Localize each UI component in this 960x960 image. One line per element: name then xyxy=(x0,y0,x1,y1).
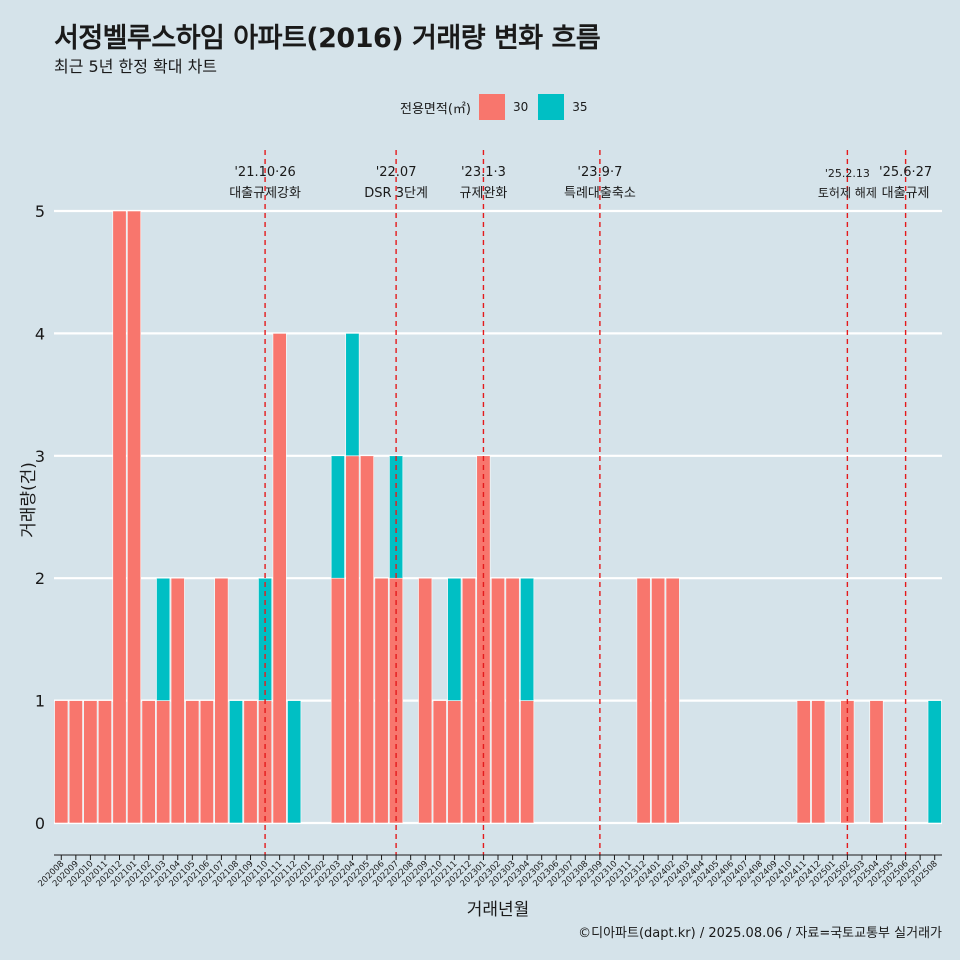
y-tick-label: 1 xyxy=(35,692,45,711)
bar-30-202008 xyxy=(54,700,69,824)
chart-title: 서정벨루스하임 아파트(2016) 거래량 변화 흐름 xyxy=(54,23,601,54)
event-label: 특례대출축소 xyxy=(564,186,636,201)
event-label: 토허제 해제 xyxy=(818,186,877,200)
y-tick-label: 0 xyxy=(35,814,45,833)
bar-30-202402 xyxy=(665,577,680,824)
bar-30-202009 xyxy=(68,700,83,824)
event-date: '21.10·26 xyxy=(234,165,295,180)
legend-swatch-35 xyxy=(538,94,565,120)
legend: 전용면적(㎡) 30 35 xyxy=(400,93,598,121)
bars xyxy=(54,210,942,824)
source-caption: ©디아파트(dapt.kr) / 2025.08.06 / 자료=국토교통부 실… xyxy=(578,926,942,941)
y-tick-label: 4 xyxy=(35,324,45,343)
legend-item-35: 35 xyxy=(538,94,588,120)
chart-subtitle: 최근 5년 한정 확대 차트 xyxy=(54,57,218,76)
bar-30-202105 xyxy=(185,700,200,824)
bar-30-202504 xyxy=(869,700,884,824)
event-label: 규제완화 xyxy=(460,186,508,201)
legend-swatch-30 xyxy=(478,94,505,120)
event-date: '25.2.13 xyxy=(825,167,870,180)
bar-30-202102 xyxy=(141,700,156,824)
bar-30-202111 xyxy=(272,333,287,824)
y-axis-label: 거래량(건) xyxy=(19,462,39,538)
bar-30-202010 xyxy=(83,700,98,824)
bar-30-202206 xyxy=(374,577,389,824)
event-date: '22.07 xyxy=(376,165,417,180)
x-axis-label: 거래년월 xyxy=(467,900,530,920)
bar-30-202011 xyxy=(97,700,112,824)
bar-30-202012 xyxy=(112,210,127,824)
bar-30-202106 xyxy=(199,700,214,824)
bar-30-202211 xyxy=(447,700,462,824)
legend-label-35: 35 xyxy=(572,100,588,114)
legend-label-30: 30 xyxy=(512,100,529,114)
bar-30-202107 xyxy=(214,577,229,824)
bar-30-202302 xyxy=(491,577,505,824)
bar-30-202303 xyxy=(505,577,520,824)
bar-35-202207 xyxy=(389,455,404,579)
y-tick-label: 3 xyxy=(35,447,45,466)
bar-30-202412 xyxy=(811,700,826,824)
legend-title: 전용면적(㎡) xyxy=(400,101,471,117)
bar-30-202304 xyxy=(520,700,535,824)
bar-30-202401 xyxy=(651,577,666,824)
event-label: 대출규제 xyxy=(882,186,930,201)
event-label: DSR 3단계 xyxy=(364,186,428,201)
bar-30-202103 xyxy=(156,700,171,824)
bar-35-202211 xyxy=(447,577,462,701)
bar-35-202203 xyxy=(330,455,345,579)
bar-35-202103 xyxy=(156,577,171,701)
bar-35-202204 xyxy=(345,333,360,457)
event-date: '23.9·7 xyxy=(577,165,622,180)
bar-30-202104 xyxy=(170,577,185,824)
bar-35-202108 xyxy=(228,700,243,824)
event-date: '25.6·27 xyxy=(879,165,932,180)
event-lines: '21.10·26 대출규제강화 '22.07 DSR 3단계 '23.1·3 규제완화 '… xyxy=(229,150,932,855)
y-tick-label: 2 xyxy=(35,569,45,588)
bar-35-202304 xyxy=(520,577,535,701)
legend-item-30: 30 xyxy=(478,94,529,120)
bar-30-202109 xyxy=(243,700,258,824)
bar-30-202101 xyxy=(127,210,142,824)
bar-30-202212 xyxy=(461,577,476,824)
bar-30-202203 xyxy=(330,577,345,824)
bar-35-202112 xyxy=(287,700,302,824)
bar-30-202312 xyxy=(636,577,651,824)
bar-30-202209 xyxy=(418,577,433,824)
bar-30-202210 xyxy=(432,700,447,824)
bar-30-202411 xyxy=(796,700,811,824)
bar-35-202508 xyxy=(927,700,942,824)
bar-30-202204 xyxy=(345,455,360,824)
bar-30-202205 xyxy=(359,455,374,824)
event-label: 대출규제강화 xyxy=(229,186,301,201)
y-tick-label: 5 xyxy=(35,202,45,221)
event-date: '23.1·3 xyxy=(461,165,506,180)
